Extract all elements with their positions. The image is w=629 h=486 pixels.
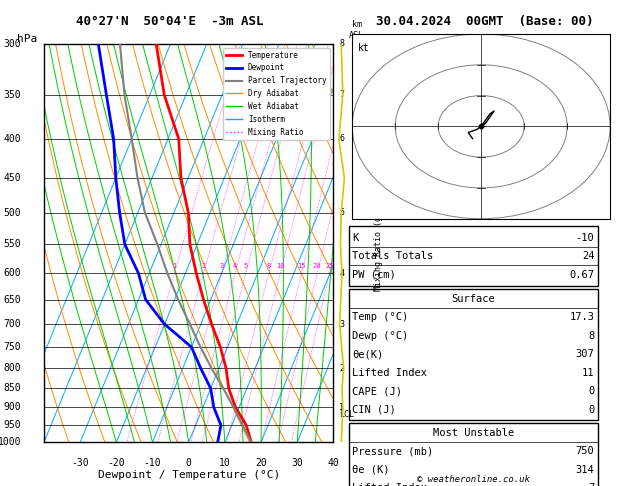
Text: 700: 700 — [3, 319, 21, 329]
Text: 0: 0 — [588, 405, 594, 415]
Text: kt: kt — [357, 43, 369, 53]
Text: 950: 950 — [3, 420, 21, 430]
Text: Lifted Index: Lifted Index — [352, 484, 427, 486]
Text: Lifted Index: Lifted Index — [352, 368, 427, 378]
Text: 4: 4 — [233, 263, 237, 269]
Legend: Temperature, Dewpoint, Parcel Trajectory, Dry Adiabat, Wet Adiabat, Isotherm, Mi: Temperature, Dewpoint, Parcel Trajectory… — [223, 48, 330, 139]
Text: 0: 0 — [588, 386, 594, 396]
Text: 40°27'N  50°04'E  -3m ASL: 40°27'N 50°04'E -3m ASL — [76, 15, 264, 28]
Text: 20: 20 — [313, 263, 321, 269]
Text: 800: 800 — [3, 364, 21, 373]
Text: 8: 8 — [588, 331, 594, 341]
Text: 1000: 1000 — [0, 437, 21, 447]
Text: 1: 1 — [172, 263, 177, 269]
Text: Mixing Ratio (g/kg): Mixing Ratio (g/kg) — [374, 195, 383, 291]
Text: 307: 307 — [576, 349, 594, 359]
Text: 30.04.2024  00GMT  (Base: 00): 30.04.2024 00GMT (Base: 00) — [376, 15, 593, 28]
Text: 15: 15 — [298, 263, 306, 269]
Text: 10: 10 — [276, 263, 284, 269]
Text: θe(K): θe(K) — [352, 349, 384, 359]
Text: 3: 3 — [339, 320, 344, 329]
Text: 900: 900 — [3, 402, 21, 413]
Text: 2: 2 — [201, 263, 206, 269]
Text: -20: -20 — [108, 458, 125, 468]
Text: 550: 550 — [3, 240, 21, 249]
Text: 500: 500 — [3, 208, 21, 218]
Text: 17.3: 17.3 — [569, 312, 594, 322]
Text: 30: 30 — [291, 458, 303, 468]
Text: 4: 4 — [339, 269, 344, 278]
Text: 8: 8 — [339, 39, 344, 48]
Text: 0.67: 0.67 — [569, 270, 594, 279]
Text: 11: 11 — [582, 368, 594, 378]
Text: Surface: Surface — [452, 294, 495, 304]
Text: 850: 850 — [3, 383, 21, 394]
Text: km
ASL: km ASL — [349, 20, 364, 40]
Text: 8: 8 — [267, 263, 271, 269]
Text: 650: 650 — [3, 295, 21, 305]
Text: 2: 2 — [339, 364, 344, 373]
Text: 40: 40 — [328, 458, 339, 468]
Text: CAPE (J): CAPE (J) — [352, 386, 402, 396]
Text: hPa: hPa — [16, 34, 36, 44]
Text: 450: 450 — [3, 173, 21, 183]
Text: -10: -10 — [576, 233, 594, 243]
Text: 0: 0 — [186, 458, 192, 468]
Text: 5: 5 — [339, 208, 344, 217]
Text: Dewpoint / Temperature (°C): Dewpoint / Temperature (°C) — [97, 470, 280, 480]
Text: 300: 300 — [3, 39, 21, 49]
Text: Most Unstable: Most Unstable — [433, 428, 514, 438]
Text: © weatheronline.co.uk: © weatheronline.co.uk — [417, 474, 530, 484]
Text: Dewp (°C): Dewp (°C) — [352, 331, 408, 341]
Text: PW (cm): PW (cm) — [352, 270, 396, 279]
Text: Totals Totals: Totals Totals — [352, 251, 433, 261]
Text: 5: 5 — [243, 263, 248, 269]
Text: 400: 400 — [3, 134, 21, 144]
Text: 6: 6 — [339, 135, 344, 143]
Text: 10: 10 — [219, 458, 231, 468]
Text: θe (K): θe (K) — [352, 465, 390, 475]
Text: 3: 3 — [220, 263, 224, 269]
Text: 24: 24 — [582, 251, 594, 261]
Text: 7: 7 — [339, 90, 344, 99]
Text: 1: 1 — [339, 403, 344, 412]
Text: Temp (°C): Temp (°C) — [352, 312, 408, 322]
Text: K: K — [352, 233, 359, 243]
Text: 350: 350 — [3, 90, 21, 100]
Text: 600: 600 — [3, 268, 21, 278]
Text: 7: 7 — [588, 484, 594, 486]
Text: 750: 750 — [576, 447, 594, 456]
Text: 25: 25 — [325, 263, 334, 269]
Text: LCL: LCL — [339, 410, 354, 419]
Text: CIN (J): CIN (J) — [352, 405, 396, 415]
Text: -30: -30 — [71, 458, 89, 468]
Text: 314: 314 — [576, 465, 594, 475]
Text: -10: -10 — [143, 458, 162, 468]
Text: Pressure (mb): Pressure (mb) — [352, 447, 433, 456]
Text: 20: 20 — [255, 458, 267, 468]
Text: 750: 750 — [3, 342, 21, 352]
